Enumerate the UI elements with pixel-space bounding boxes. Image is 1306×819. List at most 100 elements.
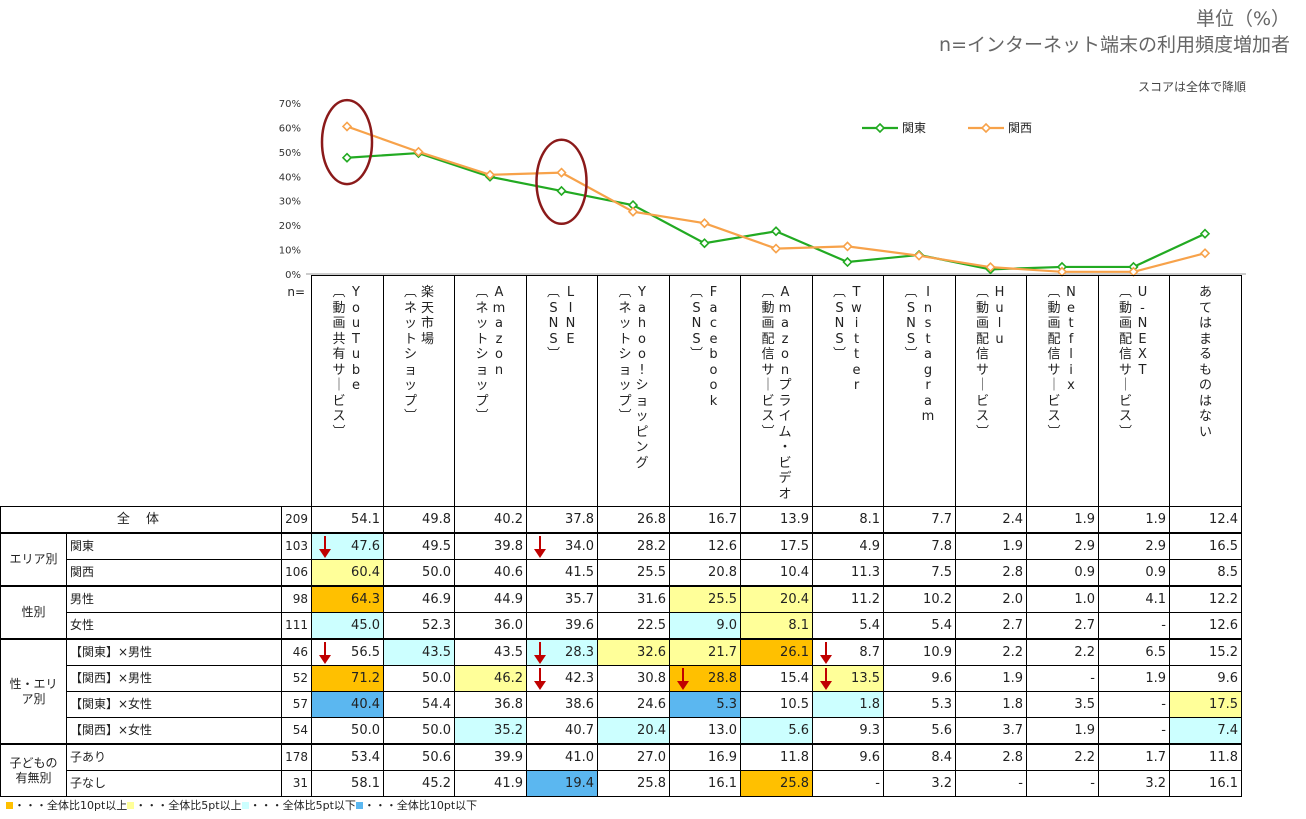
data-point bbox=[413, 146, 424, 157]
value-cell: 5.3 bbox=[883, 691, 956, 718]
value-cell: 9.6 bbox=[812, 743, 884, 771]
y-tick-label: 30% bbox=[279, 197, 301, 208]
value-cell: 32.6 bbox=[597, 638, 670, 666]
value-cell: 12.6 bbox=[1169, 612, 1242, 640]
value-cell: - bbox=[1098, 691, 1170, 718]
value-cell: 28.2 bbox=[597, 532, 670, 560]
unit-block: 単位（%） n=インターネット端末の利用頻度増加者 bbox=[939, 6, 1290, 58]
value-cell: 47.6 bbox=[311, 532, 384, 560]
value-cell: 10.2 bbox=[883, 585, 956, 613]
row-n: 98 bbox=[281, 585, 312, 613]
row-sub-label: 関東 bbox=[66, 532, 282, 560]
value-cell: 10.4 bbox=[740, 559, 813, 587]
value-cell: 6.5 bbox=[1098, 638, 1170, 666]
value-cell: 2.9 bbox=[1098, 532, 1170, 560]
down-arrow-icon bbox=[820, 642, 832, 664]
data-point bbox=[484, 169, 496, 180]
legend-text: ・・・全体比10pt以上 bbox=[14, 799, 128, 812]
legend-swatch bbox=[241, 801, 249, 809]
value-cell: 1.9 bbox=[1026, 717, 1099, 745]
row-group-label: 性・エリア別 bbox=[0, 638, 67, 745]
value-cell: 0.9 bbox=[1098, 559, 1170, 587]
value-cell: 15.4 bbox=[740, 665, 813, 692]
row-n: 54 bbox=[281, 717, 312, 745]
value-cell: 4.1 bbox=[1098, 585, 1170, 613]
value-cell: - bbox=[812, 770, 884, 797]
value-cell: 16.5 bbox=[1169, 532, 1242, 560]
sort-note: スコアは全体で降順 bbox=[1137, 80, 1246, 94]
value-cell: 26.1 bbox=[740, 638, 813, 666]
column-header: L I N E ︹ S N S ︺ bbox=[526, 275, 598, 507]
value-cell: 27.0 bbox=[597, 743, 670, 771]
row-n: 46 bbox=[281, 638, 312, 666]
value-cell: 50.0 bbox=[311, 717, 384, 745]
row-n: 209 bbox=[281, 506, 312, 534]
row-sub-label: 【関西】×男性 bbox=[66, 665, 282, 692]
value-cell: - bbox=[1098, 612, 1170, 640]
value-cell: 20.4 bbox=[597, 717, 670, 745]
value-cell: 7.5 bbox=[883, 559, 956, 587]
table-row: 【関東】×女性 57 40.4 54.4 36.8 38.6 24.6 5.3 10.5 1.8 5… bbox=[1, 691, 1242, 718]
value-cell: 50.0 bbox=[383, 559, 455, 587]
value-cell: 2.2 bbox=[1026, 743, 1099, 771]
value-cell: 10.5 bbox=[740, 691, 813, 718]
value-cell: 2.8 bbox=[955, 559, 1027, 587]
value-cell: 16.7 bbox=[669, 506, 741, 534]
value-cell: 2.7 bbox=[1026, 612, 1099, 640]
value-cell: 46.9 bbox=[383, 585, 455, 613]
value-cell: 2.0 bbox=[955, 585, 1027, 613]
data-point bbox=[699, 238, 710, 249]
y-tick-label: 60% bbox=[279, 123, 301, 134]
value-cell: 9.6 bbox=[883, 665, 956, 692]
highlight-circle bbox=[535, 138, 588, 226]
value-cell: 3.2 bbox=[883, 770, 956, 797]
value-cell: 40.6 bbox=[454, 559, 527, 587]
value-cell: 43.5 bbox=[383, 638, 455, 666]
value-cell: 25.5 bbox=[597, 559, 670, 587]
table-row: 関西 106 60.4 50.0 40.6 41.5 25.5 20.8 10.4 11.3 7.5… bbox=[0, 559, 1242, 587]
value-cell: 40.7 bbox=[526, 717, 598, 745]
value-cell: 45.2 bbox=[383, 770, 455, 797]
value-cell: 13.5 bbox=[812, 665, 884, 692]
value-cell: 1.9 bbox=[955, 532, 1027, 560]
y-tick-label: 20% bbox=[279, 221, 301, 232]
value-cell: 56.5 bbox=[311, 638, 384, 666]
value-cell: 3.7 bbox=[955, 717, 1027, 745]
value-cell: 46.2 bbox=[454, 665, 527, 692]
legend-text: ・・・全体比5pt以下 bbox=[249, 799, 356, 812]
value-cell: 42.3 bbox=[526, 665, 598, 692]
value-cell: 36.0 bbox=[454, 612, 527, 640]
value-cell: - bbox=[1026, 665, 1099, 692]
value-cell: 50.6 bbox=[383, 743, 455, 771]
value-cell: 7.7 bbox=[883, 506, 956, 534]
table-row: 子どもの有無別 子あり 178 53.4 50.6 39.9 41.0 27.0 16.9 11.… bbox=[0, 743, 1242, 797]
value-cell: 40.4 bbox=[311, 691, 384, 718]
value-cell: 25.8 bbox=[597, 770, 670, 797]
value-cell: 13.9 bbox=[740, 506, 813, 534]
row-sub-label: 【関東】×女性 bbox=[66, 691, 282, 718]
value-cell: 64.3 bbox=[311, 585, 384, 613]
value-cell: - bbox=[955, 770, 1027, 797]
value-cell: 26.8 bbox=[597, 506, 670, 534]
table-row: エリア別 関東 103 47.6 49.5 39.8 34.0 28.2 12.6 17.5 4.9… bbox=[0, 532, 1242, 587]
value-cell: 9.3 bbox=[812, 717, 884, 745]
table-row: 全 体 209 54.1 49.8 40.2 37.8 26.8 16.7 13.9 8.1 7.7… bbox=[0, 506, 1242, 534]
value-cell: 44.9 bbox=[454, 585, 527, 613]
value-cell: 38.6 bbox=[526, 691, 598, 718]
header-blank bbox=[1, 276, 282, 507]
data-point bbox=[556, 185, 567, 197]
legend-label: 関東 bbox=[902, 121, 926, 135]
data-point bbox=[842, 256, 853, 268]
value-cell: 28.8 bbox=[669, 665, 741, 692]
value-cell: 41.5 bbox=[526, 559, 598, 587]
value-cell: 10.9 bbox=[883, 638, 956, 666]
value-cell: 2.2 bbox=[955, 638, 1027, 666]
value-cell: 16.1 bbox=[669, 770, 741, 797]
value-cell: 39.9 bbox=[454, 743, 527, 771]
